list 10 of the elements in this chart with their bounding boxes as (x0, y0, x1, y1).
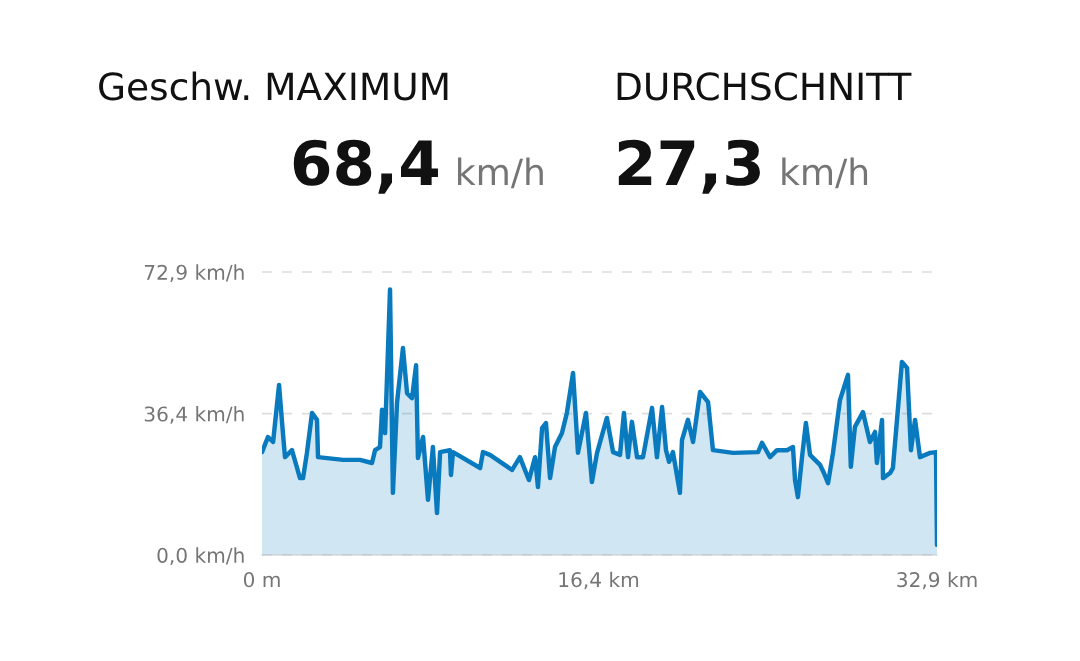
text: Geschw. MAXIMUM (99, 71, 448, 101)
x-tick-label: 16,4 km (559, 571, 639, 590)
x-tick-label: 32,9 km (897, 571, 977, 590)
y-tick-label: 0,0 km/h (157, 547, 244, 565)
text: DURCHSCHNITT (617, 72, 912, 101)
text: 68,4 km/h (293, 139, 543, 194)
y-tick-label: 72,9 km/h (144, 264, 244, 282)
x-tick-label: 0 m (243, 572, 280, 588)
text: 27,3 km/h (618, 139, 868, 194)
y-tick-label: 36,4 km/h (144, 406, 244, 424)
